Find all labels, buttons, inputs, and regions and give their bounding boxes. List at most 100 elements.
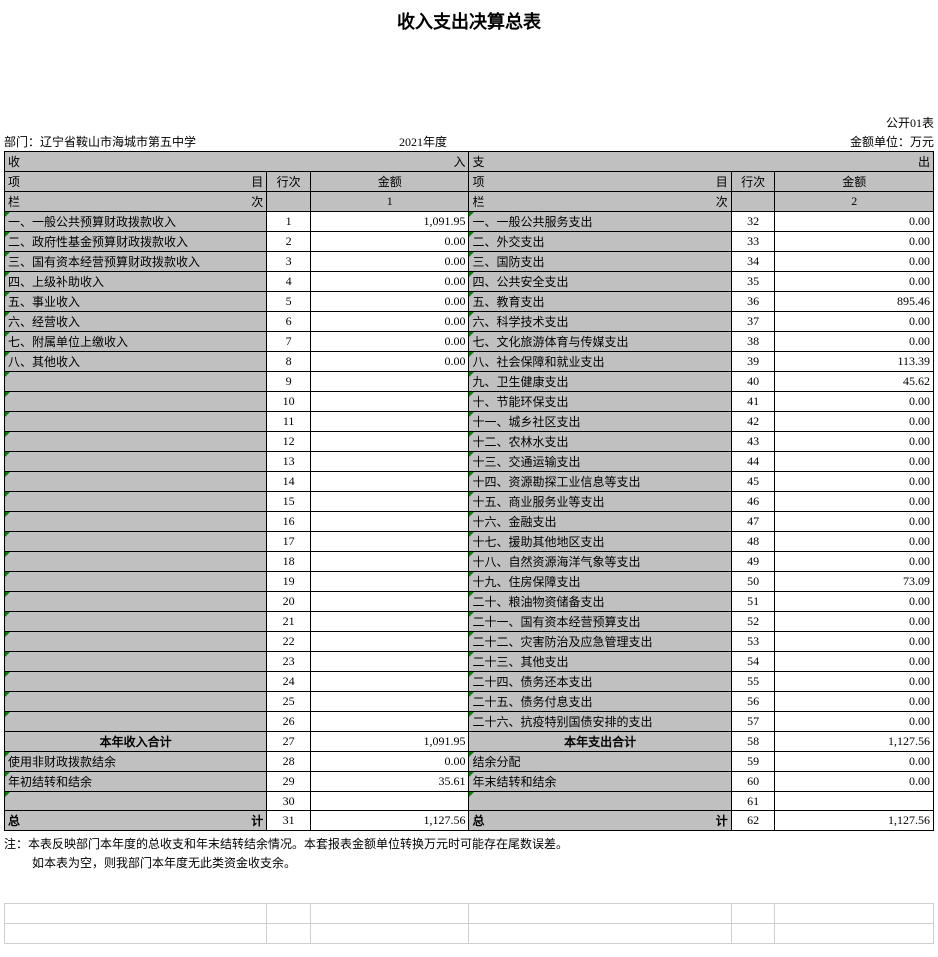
expense-amount: 0.00 [775, 552, 934, 572]
income-label [5, 612, 267, 632]
income-rownum: 15 [267, 492, 311, 512]
expense-label: 四、公共安全支出 [469, 272, 731, 292]
expense-label: 五、教育支出 [469, 292, 731, 312]
income-label [5, 472, 267, 492]
income-amount [311, 492, 469, 512]
expense-amount: 0.00 [775, 272, 934, 292]
income-label: 三、国有资本经营预算财政拨款收入 [5, 252, 267, 272]
income-rownum: 4 [267, 272, 311, 292]
extra-right-amt [775, 792, 934, 811]
expense-rownum: 45 [731, 472, 775, 492]
total-in-amt: 1,127.56 [311, 811, 469, 831]
income-amount [311, 392, 469, 412]
income-amount [311, 412, 469, 432]
expense-rownum: 48 [731, 532, 775, 552]
expense-label: 十八、自然资源海洋气象等支出 [469, 552, 731, 572]
expense-amount: 0.00 [775, 252, 934, 272]
income-amount [311, 512, 469, 532]
hdr-expense: 支出 [469, 152, 934, 172]
expense-amount: 0.00 [775, 472, 934, 492]
hdr-item-out: 项目 [469, 172, 731, 192]
expense-amount: 0.00 [775, 672, 934, 692]
income-label [5, 552, 267, 572]
extra-left-n: 29 [267, 772, 311, 792]
income-rownum: 11 [267, 412, 311, 432]
extra-right-n: 61 [731, 792, 775, 811]
expense-rownum: 39 [731, 352, 775, 372]
meta-row: 部门：辽宁省鞍山市海城市第五中学 2021年度 金额单位：万元 [4, 133, 934, 150]
expense-rownum: 43 [731, 432, 775, 452]
note-line-1: 注：本表反映部门本年度的总收支和年末结转结余情况。本套报表金额单位转换万元时可能… [4, 835, 934, 854]
income-label: 一、一般公共预算财政拨款收入 [5, 212, 267, 232]
expense-rownum: 35 [731, 272, 775, 292]
expense-amount: 0.00 [775, 652, 934, 672]
expense-subtotal-n: 58 [731, 732, 775, 752]
notes: 注：本表反映部门本年度的总收支和年末结转结余情况。本套报表金额单位转换万元时可能… [4, 835, 934, 873]
expense-amount: 0.00 [775, 692, 934, 712]
expense-rownum: 54 [731, 652, 775, 672]
hdr-col-in: 栏次 [5, 192, 267, 212]
hdr-one: 1 [311, 192, 469, 212]
expense-rownum: 34 [731, 252, 775, 272]
income-subtotal-label: 本年收入合计 [5, 732, 267, 752]
expense-label: 十三、交通运输支出 [469, 452, 731, 472]
income-rownum: 14 [267, 472, 311, 492]
form-number: 公开01表 [4, 114, 934, 131]
income-rownum: 2 [267, 232, 311, 252]
expense-rownum: 49 [731, 552, 775, 572]
income-amount [311, 472, 469, 492]
income-rownum: 16 [267, 512, 311, 532]
expense-amount: 0.00 [775, 492, 934, 512]
income-rownum: 13 [267, 452, 311, 472]
hdr-col-out: 栏次 [469, 192, 731, 212]
expense-amount: 73.09 [775, 572, 934, 592]
extra-right-label: 结余分配 [469, 752, 731, 772]
income-rownum: 6 [267, 312, 311, 332]
expense-amount: 0.00 [775, 232, 934, 252]
income-amount [311, 572, 469, 592]
income-label [5, 632, 267, 652]
expense-rownum: 33 [731, 232, 775, 252]
income-label [5, 692, 267, 712]
total-out-amt: 1,127.56 [775, 811, 934, 831]
expense-rownum: 53 [731, 632, 775, 652]
income-label [5, 652, 267, 672]
income-amount [311, 432, 469, 452]
expense-amount: 0.00 [775, 632, 934, 652]
extra-right-amt: 0.00 [775, 752, 934, 772]
extra-left-n: 30 [267, 792, 311, 811]
expense-amount: 0.00 [775, 332, 934, 352]
income-label [5, 592, 267, 612]
income-rownum: 26 [267, 712, 311, 732]
income-label: 七、附属单位上缴收入 [5, 332, 267, 352]
income-label: 四、上级补助收入 [5, 272, 267, 292]
extra-left-n: 28 [267, 752, 311, 772]
income-subtotal-n: 27 [267, 732, 311, 752]
expense-rownum: 50 [731, 572, 775, 592]
expense-label: 六、科学技术支出 [469, 312, 731, 332]
expense-label: 十、节能环保支出 [469, 392, 731, 412]
expense-rownum: 52 [731, 612, 775, 632]
income-rownum: 17 [267, 532, 311, 552]
total-in-n: 31 [267, 811, 311, 831]
income-rownum: 21 [267, 612, 311, 632]
total-label-out: 总计 [469, 811, 731, 831]
expense-rownum: 40 [731, 372, 775, 392]
expense-amount: 0.00 [775, 532, 934, 552]
income-subtotal-amt: 1,091.95 [311, 732, 469, 752]
income-amount [311, 552, 469, 572]
expense-label: 二十六、抗疫特别国债安排的支出 [469, 712, 731, 732]
expense-label: 二十、粮油物资储备支出 [469, 592, 731, 612]
income-rownum: 25 [267, 692, 311, 712]
expense-rownum: 37 [731, 312, 775, 332]
expense-label: 十九、住房保障支出 [469, 572, 731, 592]
income-amount: 0.00 [311, 232, 469, 252]
budget-table: 收入 支出 项目 行次 金额 项目 行次 金额 栏次 1 栏次 2 [4, 151, 934, 831]
expense-label: 二十二、灾害防治及应急管理支出 [469, 632, 731, 652]
expense-label: 十七、援助其他地区支出 [469, 532, 731, 552]
income-label [5, 672, 267, 692]
expense-rownum: 32 [731, 212, 775, 232]
income-rownum: 1 [267, 212, 311, 232]
income-rownum: 9 [267, 372, 311, 392]
fiscal-year: 2021年度 [196, 133, 850, 150]
